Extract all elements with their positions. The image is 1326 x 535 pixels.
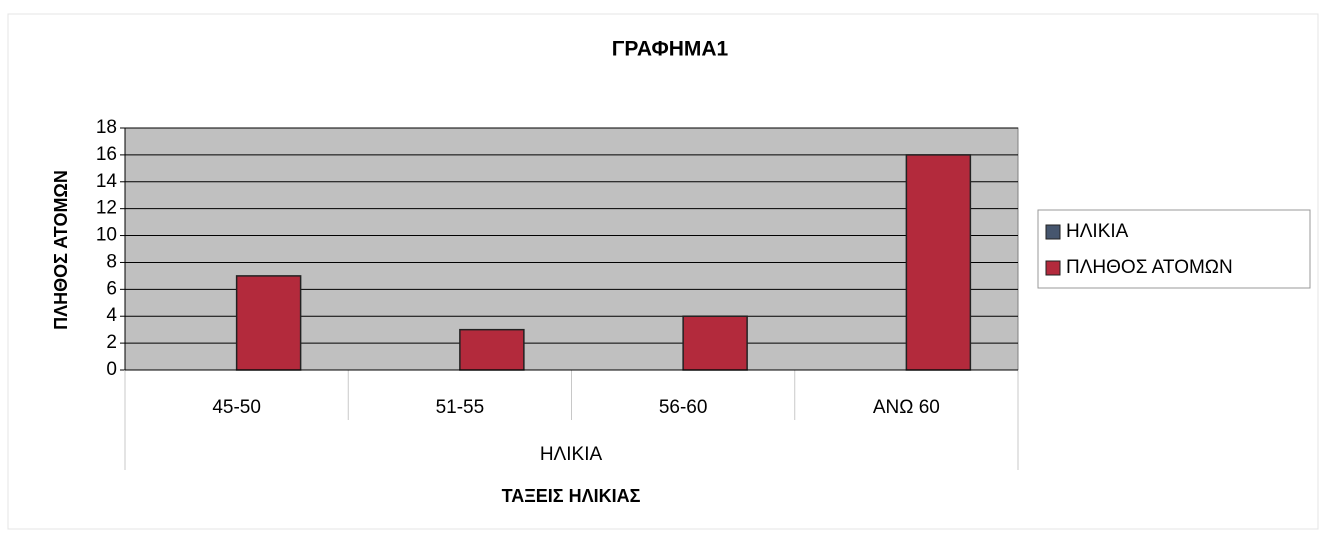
- x-tick-label: 51-55: [436, 397, 485, 418]
- y-tick-label: 10: [96, 225, 117, 246]
- y-axis-title: ΠΛΗΘΟΣ ΑΤΟΜΩΝ: [51, 170, 71, 330]
- y-tick-label: 16: [96, 144, 117, 165]
- x-axis-title: ΤΑΞΕΙΣ ΗΛΙΚΙΑΣ: [502, 486, 641, 506]
- x-tick-label: ΑΝΩ 60: [873, 397, 940, 418]
- y-tick-label: 12: [96, 198, 117, 219]
- x-tick-label: 56-60: [659, 397, 708, 418]
- y-tick-label: 6: [106, 278, 117, 299]
- x-group-label: ΗΛΙΚΙΑ: [540, 444, 603, 465]
- y-tick-label: 14: [96, 171, 118, 192]
- legend-swatch: [1045, 224, 1061, 240]
- legend-label: ΠΛΗΘΟΣ ΑΤΟΜΩΝ: [1066, 257, 1233, 278]
- y-tick-label: 0: [106, 359, 117, 380]
- legend-box: [1037, 209, 1311, 289]
- bar: [682, 315, 748, 371]
- y-tick-label: 8: [106, 251, 117, 272]
- bar: [235, 275, 302, 371]
- legend-label: ΗΛΙΚΙΑ: [1066, 221, 1129, 242]
- y-tick-label: 4: [106, 305, 117, 326]
- x-tick-label: 45-50: [212, 397, 261, 418]
- y-tick-label: 18: [96, 117, 117, 138]
- legend-swatch: [1045, 260, 1061, 276]
- y-tick-label: 2: [106, 332, 117, 353]
- bar: [905, 154, 972, 371]
- bar: [459, 328, 525, 371]
- chart-title: ΓΡΑΦΗΜΑ1: [612, 38, 729, 61]
